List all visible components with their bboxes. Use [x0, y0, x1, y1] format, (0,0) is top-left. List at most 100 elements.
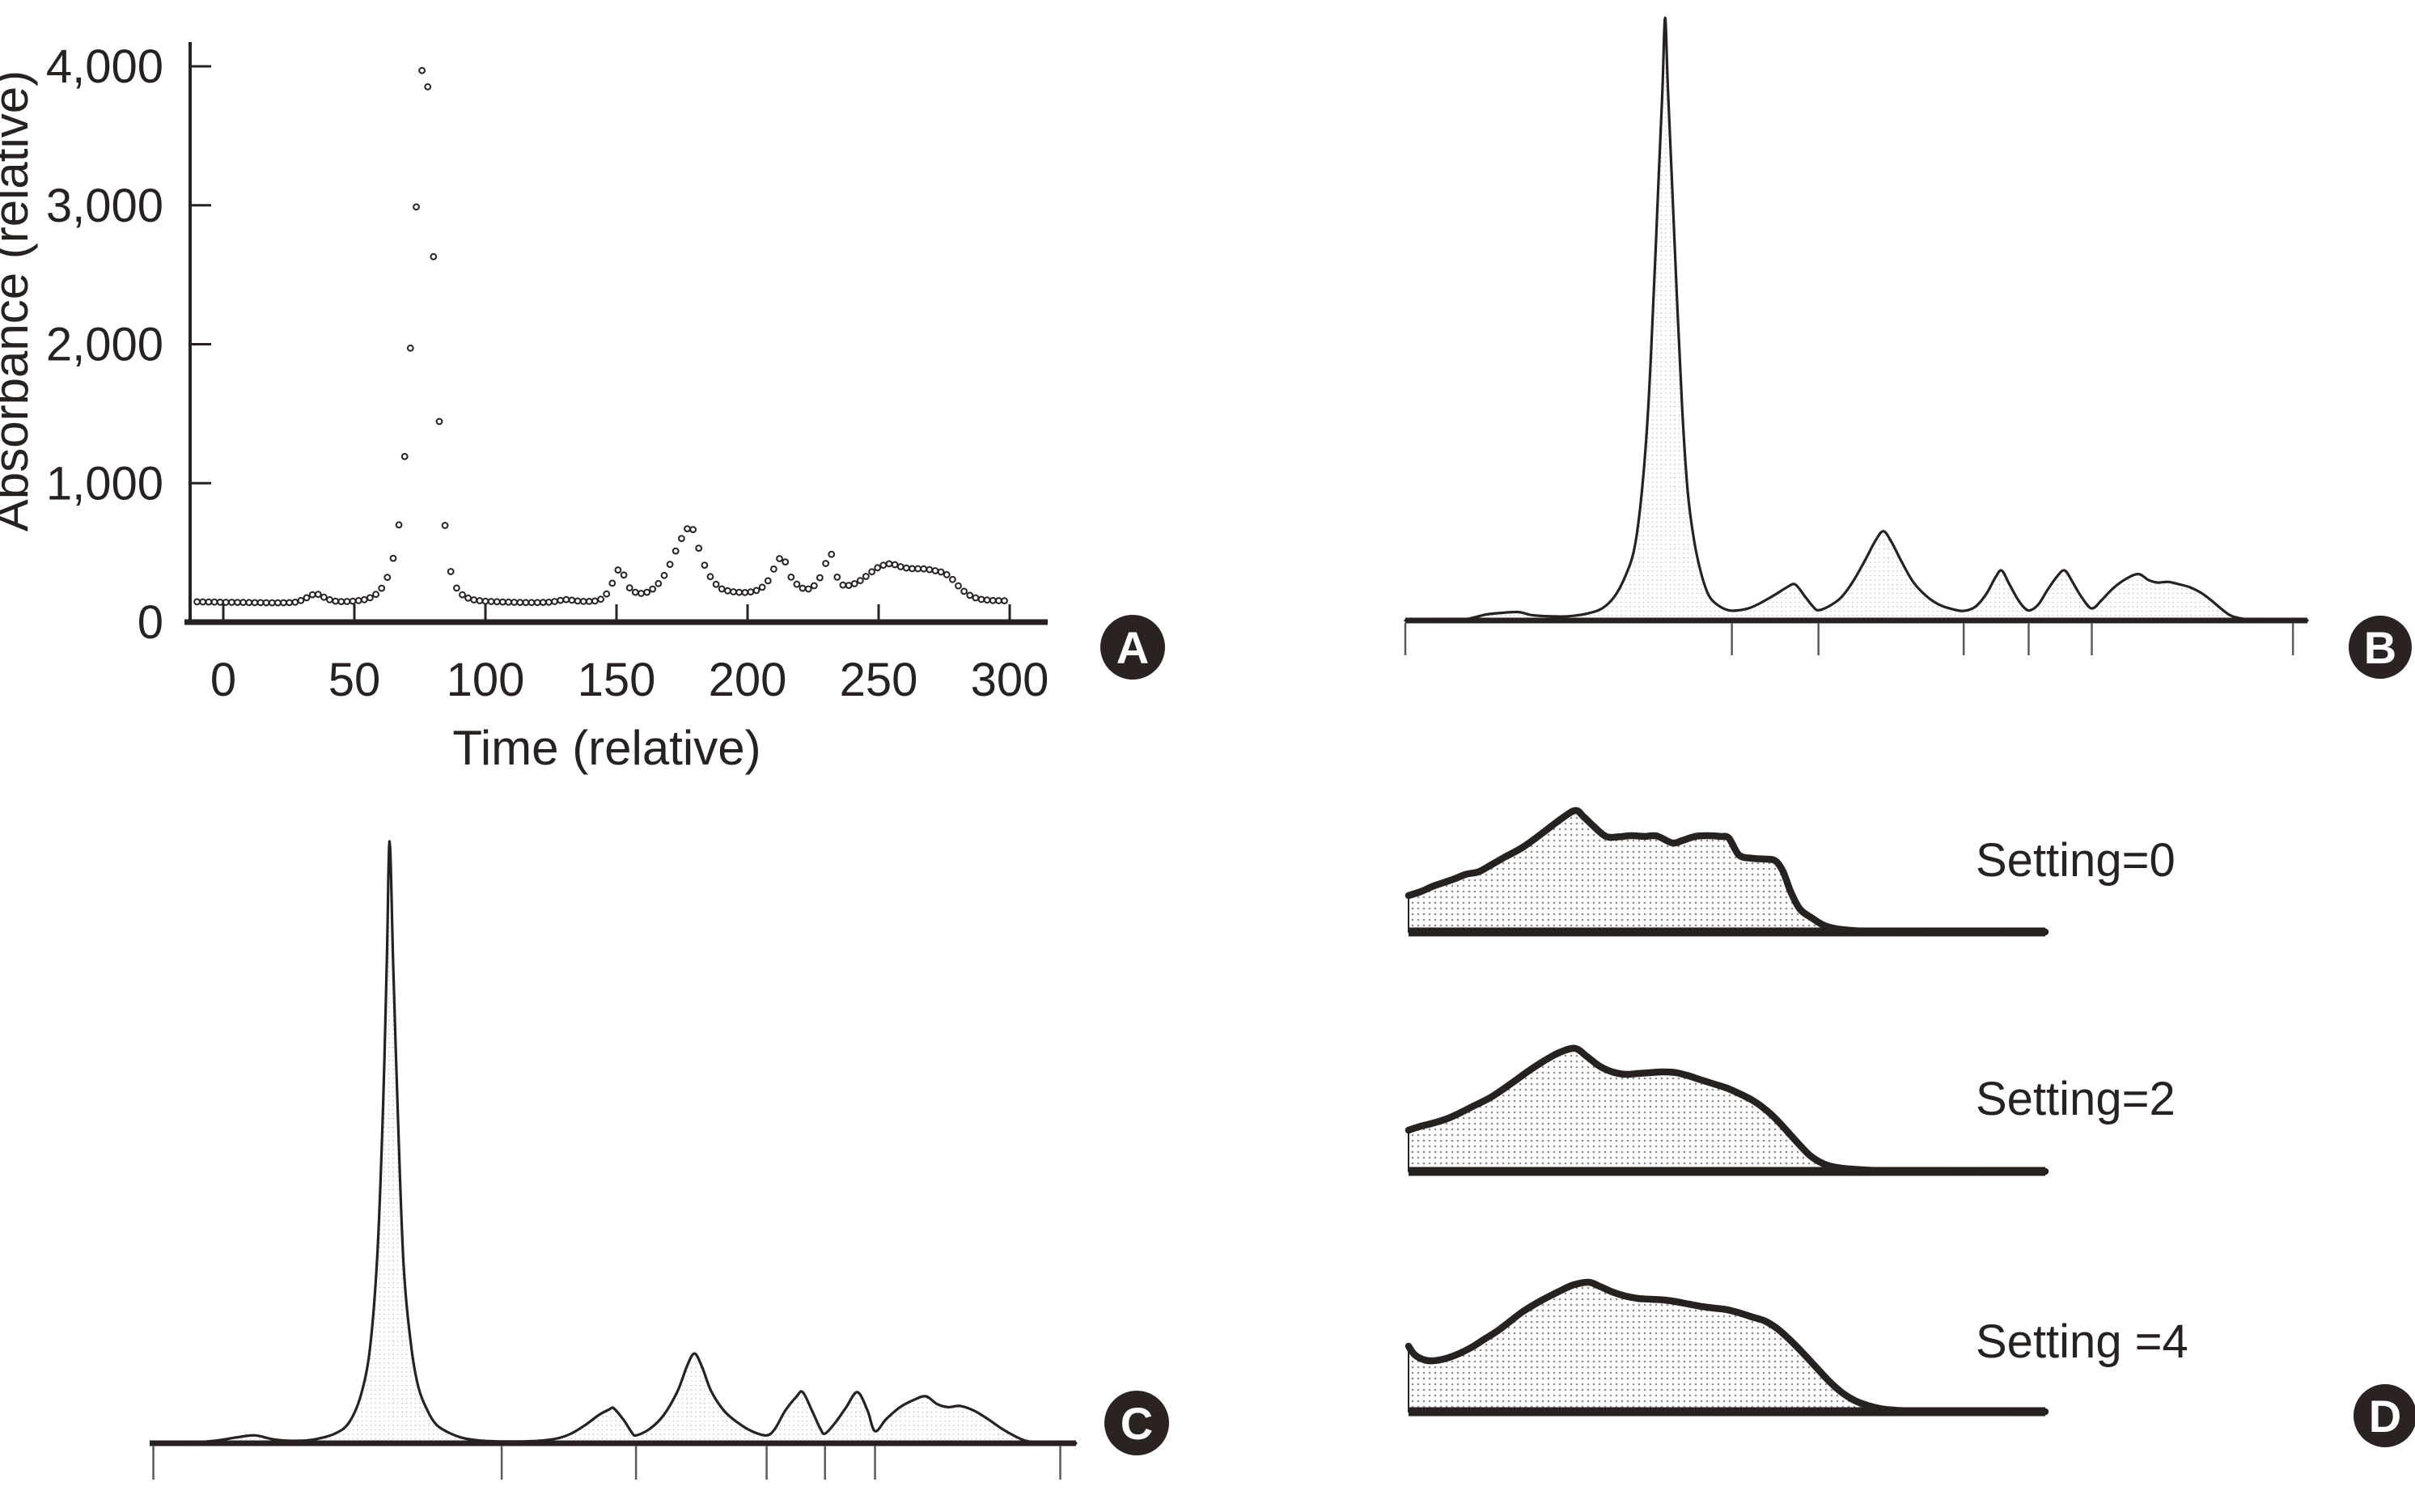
a-y-tick-label: 0	[138, 596, 163, 649]
scatter-point	[332, 597, 340, 605]
scatter-point	[557, 596, 565, 604]
scatter-point	[926, 565, 934, 574]
badge-letter: C	[1121, 1398, 1153, 1449]
scatter-point	[522, 599, 530, 607]
scatter-point	[856, 577, 864, 585]
scatter-point	[516, 599, 524, 607]
scatter-point	[793, 580, 801, 588]
d-trace-line-0	[1405, 807, 2049, 936]
scatter-point	[447, 568, 455, 575]
scatter-point	[343, 598, 351, 605]
scatter-point	[643, 588, 650, 596]
scatter-point	[678, 535, 685, 542]
scatter-point	[268, 599, 276, 607]
scatter-point	[400, 452, 409, 460]
scatter-point	[735, 588, 743, 596]
scatter-point	[493, 598, 501, 606]
scatter-point	[459, 591, 466, 599]
scatter-point	[193, 598, 201, 606]
scatter-point	[395, 521, 403, 529]
scatter-point	[660, 571, 668, 579]
b-trace-line	[1404, 16, 2309, 622]
a-y-tick-label: 4,000	[46, 40, 163, 93]
scatter-point	[879, 561, 888, 570]
a-x-tick-label: 200	[709, 654, 787, 706]
scatter-point	[487, 598, 495, 605]
scatter-point	[850, 580, 858, 587]
scatter-point	[995, 597, 1002, 604]
scatter-point	[545, 599, 553, 606]
scatter-point	[920, 565, 928, 573]
scatter-point	[597, 595, 604, 604]
scatter-point	[943, 571, 951, 578]
scatter-point	[222, 599, 230, 606]
b-trace-fill	[1405, 17, 2307, 621]
scatter-point	[274, 599, 282, 607]
scatter-point	[862, 573, 870, 580]
scatter-point	[568, 596, 576, 604]
scatter-point	[326, 595, 333, 604]
scatter-point	[724, 587, 731, 595]
scatter-point	[689, 526, 697, 533]
scatter-point	[239, 599, 248, 607]
a-y-tick-label: 2,000	[46, 319, 163, 371]
scatter-point	[505, 598, 512, 606]
scatter-point	[833, 574, 841, 581]
scatter-point	[430, 252, 438, 260]
scatter-point	[511, 599, 518, 606]
scatter-point	[205, 598, 213, 606]
scatter-point	[758, 583, 766, 591]
scatter-point	[476, 597, 484, 604]
d-trace-label-setting-0: Setting=0	[1976, 834, 2176, 887]
badge-circle	[2349, 616, 2412, 679]
scatter-point	[470, 596, 478, 604]
scatter-point	[245, 599, 253, 607]
c-trace-line	[153, 840, 1078, 1445]
scatter-point	[499, 598, 506, 606]
a-y-tick-label: 3,000	[46, 180, 163, 232]
panel-a-chart: 0 1,000 2,000 3,000 4,000 0 50 100 150 200 250 300	[46, 40, 1049, 706]
scatter-point	[262, 599, 270, 607]
scatter-point	[937, 568, 945, 576]
panel-b-badge: B	[2349, 616, 2412, 679]
scatter-point	[603, 590, 611, 598]
scatter-point	[672, 547, 680, 555]
scatter-point	[747, 588, 755, 596]
scatter-point	[776, 555, 783, 562]
scatter-point	[989, 596, 997, 604]
scatter-point	[366, 594, 374, 602]
scatter-point	[816, 574, 824, 582]
scatter-point	[435, 417, 443, 426]
scatter-point	[406, 344, 414, 352]
scatter-point	[314, 591, 322, 599]
scatter-point	[210, 598, 218, 606]
scatter-point	[804, 585, 812, 593]
scatter-point	[839, 581, 847, 589]
scatter-point	[874, 564, 882, 572]
scatter-point	[286, 599, 294, 607]
scatter-point	[608, 579, 616, 587]
scatter-point	[741, 589, 749, 596]
scatter-point	[574, 597, 582, 605]
badge-circle	[1100, 615, 1165, 680]
scatter-point	[360, 595, 368, 604]
d-trace-line-2	[1405, 1278, 2049, 1416]
scatter-point	[539, 599, 547, 606]
panel-b-chart	[1404, 16, 2309, 655]
scatter-point	[914, 565, 922, 573]
panel-a-badge: A	[1100, 615, 1165, 680]
panel-c-badge: C	[1104, 1391, 1169, 1455]
scatter-point	[464, 594, 472, 602]
d-trace-fill-0	[1408, 809, 2046, 933]
scatter-point	[955, 582, 962, 590]
scatter-point	[256, 599, 265, 607]
scatter-point	[782, 558, 790, 565]
a-x-tick-label: 250	[840, 654, 918, 706]
scatter-point	[280, 599, 287, 607]
scatter-point	[424, 83, 432, 91]
scatter-point	[625, 584, 633, 592]
scatter-point	[896, 563, 905, 570]
scatter-point	[585, 598, 593, 605]
scatter-point	[354, 597, 362, 604]
